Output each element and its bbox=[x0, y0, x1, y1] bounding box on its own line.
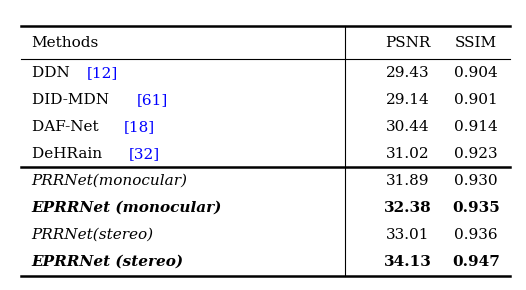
Text: 31.89: 31.89 bbox=[386, 174, 429, 188]
Text: 0.923: 0.923 bbox=[454, 147, 498, 161]
Text: 0.947: 0.947 bbox=[452, 255, 500, 269]
Text: 29.14: 29.14 bbox=[386, 93, 430, 107]
Text: DeHRain: DeHRain bbox=[32, 147, 107, 161]
Text: 0.914: 0.914 bbox=[454, 120, 498, 134]
Text: [32]: [32] bbox=[128, 147, 159, 161]
Text: [61]: [61] bbox=[137, 93, 168, 107]
Text: PRRNet(stereo): PRRNet(stereo) bbox=[32, 228, 154, 242]
Text: 0.904: 0.904 bbox=[454, 66, 498, 80]
Text: 0.901: 0.901 bbox=[454, 93, 498, 107]
Text: 0.936: 0.936 bbox=[454, 228, 498, 242]
Text: [12]: [12] bbox=[87, 66, 118, 80]
Text: PRRNet(monocular): PRRNet(monocular) bbox=[32, 174, 188, 188]
Text: EPRRNet (stereo): EPRRNet (stereo) bbox=[32, 255, 184, 269]
Text: [18]: [18] bbox=[124, 120, 155, 134]
Text: DID-MDN: DID-MDN bbox=[32, 93, 114, 107]
Text: 30.44: 30.44 bbox=[386, 120, 429, 134]
Text: 33.01: 33.01 bbox=[386, 228, 429, 242]
Text: Methods: Methods bbox=[32, 36, 99, 50]
Text: DAF-Net: DAF-Net bbox=[32, 120, 103, 134]
Text: 34.13: 34.13 bbox=[383, 255, 432, 269]
Text: 0.930: 0.930 bbox=[454, 174, 498, 188]
Text: 29.43: 29.43 bbox=[386, 66, 429, 80]
Text: SSIM: SSIM bbox=[455, 36, 497, 50]
Text: 32.38: 32.38 bbox=[384, 201, 431, 215]
Text: PSNR: PSNR bbox=[385, 36, 430, 50]
Text: 0.935: 0.935 bbox=[452, 201, 500, 215]
Text: DDN: DDN bbox=[32, 66, 74, 80]
Text: 31.02: 31.02 bbox=[386, 147, 429, 161]
Text: EPRRNet (monocular): EPRRNet (monocular) bbox=[32, 201, 222, 215]
